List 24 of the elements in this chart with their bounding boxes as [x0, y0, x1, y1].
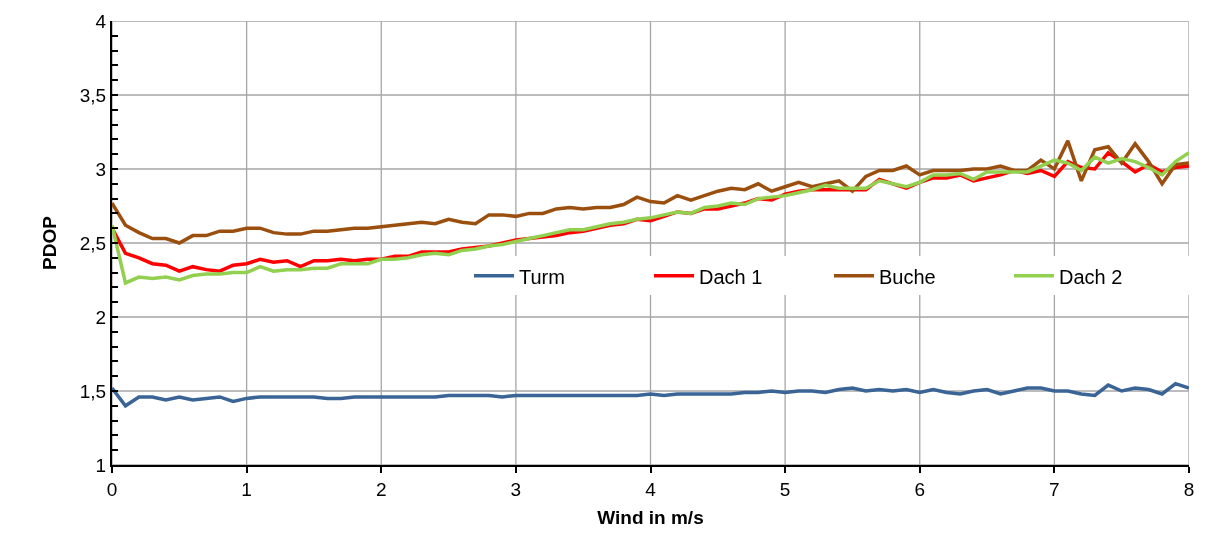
x-tick-label: 1	[241, 478, 252, 500]
x-tick-label: 0	[106, 478, 118, 500]
y-tick-label: 2,5	[79, 232, 107, 254]
y-axis-title: PDOP	[39, 215, 61, 270]
line-series	[112, 139, 1189, 245]
y-tick-label: 3	[95, 158, 107, 180]
line-series	[112, 381, 1189, 408]
x-tick-label: 3	[510, 478, 522, 500]
y-tick-label: 1,5	[79, 380, 107, 402]
x-tick-label: 7	[1049, 478, 1060, 500]
x-axis-title: Wind in m/s	[597, 507, 704, 529]
x-tick-label: 8	[1183, 478, 1195, 500]
y-tick-label: 4	[95, 10, 107, 32]
y-tick-label: 3,5	[79, 84, 107, 106]
x-tick-label: 2	[375, 478, 387, 500]
x-tick-label: 4	[645, 478, 657, 500]
legend-label: Dach 2	[1059, 265, 1123, 288]
legend-label: Buche	[879, 265, 936, 288]
legend-label: Turm	[519, 265, 565, 288]
x-tick-label: 6	[914, 478, 926, 500]
y-tick-label: 2	[95, 306, 107, 328]
y-tick-label: 1	[95, 454, 107, 476]
x-tick-label: 5	[779, 478, 791, 500]
legend-label: Dach 1	[699, 265, 763, 288]
